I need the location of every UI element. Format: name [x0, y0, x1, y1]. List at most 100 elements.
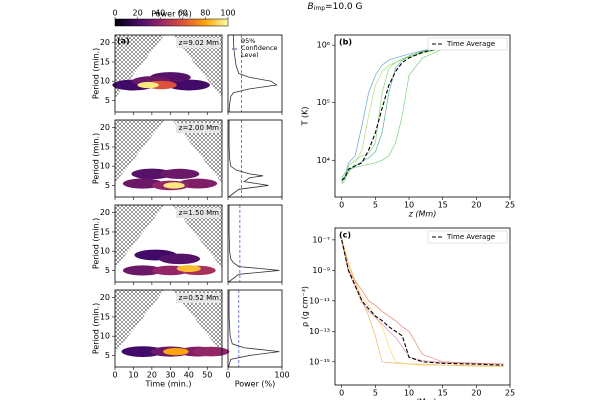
x-tick-label: 10 — [404, 201, 414, 210]
legend-text: Time Average — [446, 233, 495, 241]
y-tick-label: 10⁻¹³ — [309, 327, 330, 336]
wavelet-power — [163, 182, 185, 189]
global-power — [228, 290, 280, 368]
ensemble-line — [341, 240, 504, 365]
wavelet-power — [121, 346, 164, 357]
colorbar — [114, 18, 229, 27]
global-frame — [227, 119, 283, 198]
cone-hatch — [172, 205, 222, 268]
cone-hatch — [172, 35, 222, 98]
x-tick-label: 0 — [339, 389, 344, 398]
panel-annotation: z=2.00 Mm — [179, 124, 219, 132]
ensemble-line — [341, 239, 504, 367]
x-tick-label: 10 — [404, 389, 414, 398]
colorbar-tick-label: 100 — [220, 9, 235, 18]
y-tick-label: 15 — [100, 312, 110, 321]
panel-annotation: z=0.52 Mm — [179, 294, 219, 302]
panel-frame — [114, 34, 223, 113]
x-tick-label: 50 — [202, 371, 212, 380]
ensemble-line — [341, 238, 504, 367]
wavelet-power — [122, 265, 163, 276]
colorbar-tick-label: 0 — [112, 9, 117, 18]
colorbar-tick-label: 80 — [200, 9, 210, 18]
cone-hatch — [115, 120, 165, 183]
cone-hatch — [172, 290, 222, 353]
y-tick-label: 10⁻¹¹ — [309, 296, 330, 305]
panel-frame — [114, 119, 223, 198]
y-tick-label: 20 — [100, 208, 110, 217]
y-tick-label: 10⁴ — [317, 156, 330, 165]
wavelet-power — [131, 168, 173, 180]
global-frame — [227, 34, 283, 113]
y-tick-label: 5 — [105, 266, 110, 275]
global-x-tick-label: 0 — [225, 371, 230, 380]
x-tick-label: 15 — [438, 389, 448, 398]
panel-frame — [114, 204, 223, 283]
x-tick-label: 30 — [165, 371, 175, 380]
wavelet-power — [167, 79, 210, 91]
wavelet-power — [159, 253, 201, 265]
y-tick-label: 5 — [105, 181, 110, 190]
global-frame — [227, 289, 283, 368]
title-rest: =10.0 G — [325, 2, 362, 12]
y-axis-label: Period (min.) — [92, 133, 101, 184]
annotation-box — [176, 293, 220, 303]
average-line — [341, 44, 477, 181]
panel-annotation: z=1.50 Mm — [179, 209, 219, 217]
y-tick-label: 20 — [100, 38, 110, 47]
y-tick-label: 10 — [100, 77, 110, 86]
x-tick-label: 40 — [184, 371, 194, 380]
legend-text: Confidence — [241, 44, 278, 52]
wavelet-power — [192, 346, 230, 357]
legend-text: Time Average — [446, 40, 495, 48]
legend-text: 95% — [241, 37, 255, 45]
global-power — [228, 205, 280, 283]
y-tick-label: 10 — [100, 162, 110, 171]
y-axis-label: T (K) — [301, 107, 310, 127]
global-power — [228, 120, 269, 198]
x-tick-label: 5 — [373, 389, 378, 398]
title-sub: imp — [314, 5, 326, 12]
plot-frame — [334, 34, 511, 198]
y-tick-label: 5 — [105, 96, 110, 105]
colorbar-tick-label: 20 — [133, 9, 143, 18]
y-tick-label: 5 — [105, 351, 110, 360]
x-axis-label: z (Mm) — [408, 210, 437, 219]
wavelet-power — [163, 348, 189, 356]
global-power — [228, 35, 278, 113]
panel-annotation: z=9.02 Mm — [179, 39, 219, 47]
y-axis-label: Period (min.) — [92, 48, 101, 99]
annotation-box — [176, 38, 220, 48]
y-tick-label: 10⁵ — [317, 98, 330, 107]
wavelet-power — [137, 81, 159, 89]
wavelet-power — [159, 168, 200, 179]
x-tick-label: 25 — [505, 201, 515, 210]
panel-label: (b) — [339, 38, 352, 47]
x-tick-label: 25 — [505, 389, 515, 398]
y-tick-label: 15 — [100, 57, 110, 66]
legend-box — [427, 230, 508, 244]
y-tick-label: 10⁻⁹ — [312, 266, 330, 275]
legend-text: Level — [241, 51, 258, 59]
colorbar-title: Power (%) — [151, 10, 192, 19]
x-tick-label: 20 — [147, 371, 157, 380]
x-tick-label: 20 — [471, 389, 481, 398]
y-tick-label: 10⁶ — [317, 41, 330, 50]
y-axis-label: ρ (g cm⁻³) — [301, 286, 310, 327]
panel-frame — [114, 289, 223, 368]
x-tick-label: 5 — [373, 201, 378, 210]
cone-hatch — [115, 205, 165, 268]
y-tick-label: 20 — [100, 293, 110, 302]
x-tick-label: 20 — [471, 201, 481, 210]
panel-label: (a) — [117, 37, 130, 46]
y-tick-label: 10 — [100, 247, 110, 256]
ensemble-line — [341, 241, 504, 365]
y-tick-label: 15 — [100, 142, 110, 151]
x-tick-label: 15 — [438, 201, 448, 210]
x-axis-label: Time (min.) — [145, 380, 192, 389]
x-tick-label: 0 — [112, 371, 117, 380]
y-axis-label: Period (min.) — [92, 218, 101, 269]
y-tick-label: 10⁻⁷ — [312, 235, 330, 244]
ensemble-line — [341, 44, 477, 179]
